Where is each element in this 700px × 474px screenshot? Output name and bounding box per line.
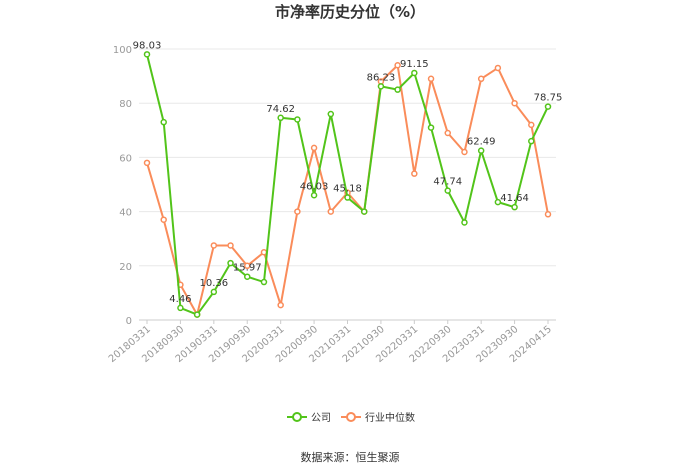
data-labels: 98.03 4.46 10.36 15.97 74.62 46.03 45.18 86.23 9…	[133, 40, 563, 305]
y-tick-label-100: 100	[113, 45, 132, 56]
point-s0-23	[528, 137, 535, 145]
y-tick-label-40: 40	[119, 208, 132, 219]
point-s0-6	[244, 273, 251, 280]
point-s1-23	[528, 121, 535, 129]
point-s0-17	[427, 124, 435, 131]
point-s1-18	[444, 129, 451, 137]
y-tick-label-20: 20	[119, 262, 132, 273]
point-s0-7	[260, 278, 268, 286]
point-s0-12	[344, 194, 351, 201]
legend-item-industry-median[interactable]: 行业中位数	[341, 411, 415, 424]
data-label-s0-16: 91.15	[400, 59, 429, 70]
data-label-s0-8: 74.62	[266, 104, 295, 115]
legend-item-company[interactable]: 公司	[287, 412, 331, 424]
point-s1-4	[210, 242, 218, 249]
point-s0-1	[160, 118, 167, 126]
data-label-s0-14: 86.23	[367, 72, 396, 83]
point-s0-5	[227, 259, 234, 267]
point-s1-8	[277, 301, 284, 309]
legend-marker-industry-median	[346, 412, 356, 422]
point-s0-21	[494, 198, 502, 206]
y-tick-label-0: 0	[126, 316, 132, 327]
point-s0-24	[544, 103, 552, 110]
point-s1-16	[411, 170, 418, 177]
point-s0-14	[377, 83, 385, 90]
legend-label-industry-median: 行业中位数	[365, 411, 415, 424]
point-s1-6	[244, 262, 251, 270]
point-s0-15	[394, 86, 401, 93]
point-s0-13	[360, 208, 368, 215]
point-s0-9	[294, 116, 301, 123]
point-s1-7	[260, 249, 268, 256]
point-s0-16	[411, 69, 418, 77]
data-label-s0-12: 45.18	[333, 184, 362, 195]
data-label-s0-18: 47.74	[433, 177, 462, 188]
data-label-s0-22: 41.64	[500, 193, 529, 204]
point-s0-8	[277, 114, 284, 122]
point-s0-2	[177, 304, 184, 312]
point-s1-0	[143, 159, 151, 167]
point-s1-21	[494, 64, 502, 72]
legend-marker-company	[292, 412, 302, 422]
data-label-s0-4: 10.36	[200, 278, 229, 289]
point-s1-1	[160, 216, 167, 223]
data-label-s0-20: 62.49	[467, 137, 496, 148]
point-s0-18	[444, 187, 451, 194]
series-group	[143, 51, 552, 318]
source-note: 数据来源：恒生聚源	[301, 450, 400, 464]
legend-label-company: 公司	[311, 413, 331, 424]
data-label-s0-24: 78.75	[534, 93, 563, 104]
point-s0-20	[477, 147, 485, 154]
point-s1-20	[477, 75, 485, 83]
point-s0-0	[143, 51, 151, 58]
point-s1-22	[511, 99, 518, 107]
y-axis: 0 20 40 60 80 100	[113, 45, 132, 327]
x-axis: 2018033120180930201903312019093020200331…	[107, 320, 554, 365]
point-s1-9	[294, 208, 301, 215]
point-s1-17	[427, 75, 435, 83]
y-tick-label-60: 60	[119, 153, 132, 164]
point-s0-10	[310, 192, 318, 199]
point-s1-19	[461, 148, 468, 156]
legend[interactable]: 公司 行业中位数	[287, 411, 415, 424]
data-label-s0-10: 46.03	[300, 181, 329, 192]
point-s0-22	[511, 203, 518, 211]
data-label-s0-2: 4.46	[169, 294, 191, 305]
point-s0-11	[327, 110, 335, 118]
data-label-s0-0: 98.03	[133, 40, 162, 51]
point-s1-11	[327, 208, 335, 215]
point-s1-5	[227, 242, 234, 249]
data-label-s0-6: 15.97	[233, 263, 262, 274]
point-s1-15	[394, 62, 401, 69]
chart-title: 市净率历史分位（%）	[275, 3, 425, 21]
point-s0-3	[193, 311, 201, 318]
point-s0-19	[461, 219, 468, 226]
y-tick-label-80: 80	[119, 99, 132, 110]
point-s1-24	[544, 211, 552, 218]
point-s1-10	[310, 144, 318, 152]
point-s0-4	[210, 288, 218, 296]
